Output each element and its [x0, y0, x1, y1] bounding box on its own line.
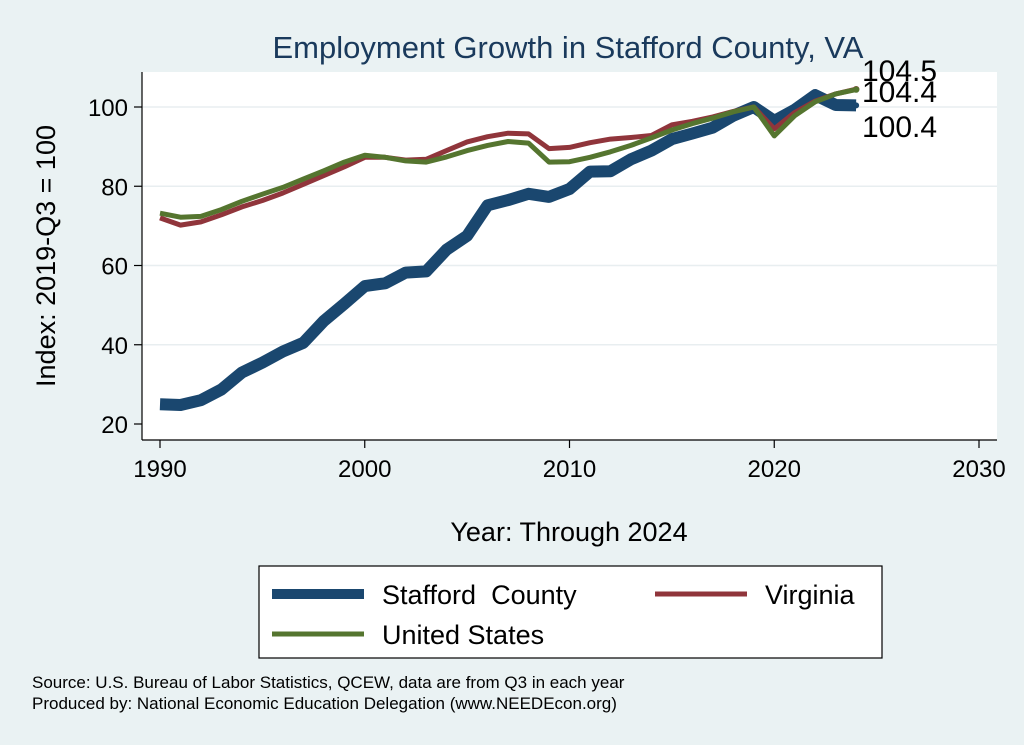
source-note: Source: U.S. Bureau of Labor Statistics,…	[32, 673, 625, 692]
x-tick-label: 2030	[952, 456, 1005, 483]
y-tick-label: 80	[101, 174, 128, 201]
series-end-point-2	[852, 86, 860, 93]
legend-label: Stafford County	[382, 580, 577, 610]
legend-label: Virginia	[765, 580, 856, 610]
legend: Stafford County Virginia United States	[258, 565, 883, 659]
x-tick-label: 2000	[338, 456, 391, 483]
y-tick-label: 20	[101, 412, 128, 439]
x-tick-label: 2010	[543, 456, 596, 483]
axis-ticks: 20 40 60 80 100 1990 2000 2010 2020 2030	[88, 95, 1006, 483]
end-value-label: 104.5	[862, 55, 937, 88]
end-value-label: 100.4	[862, 111, 937, 144]
legend-box	[258, 565, 883, 659]
x-tick-label: 1990	[133, 456, 186, 483]
x-tick-label: 2020	[748, 456, 801, 483]
y-axis-label: Index: 2019-Q3 = 100	[31, 125, 61, 387]
x-axis-label: Year: Through 2024	[450, 517, 687, 547]
producer-note: Produced by: National Economic Education…	[32, 694, 617, 713]
plot-area	[142, 72, 997, 440]
series-end-point-0	[853, 102, 860, 109]
legend-label: United States	[382, 620, 544, 650]
chart-title: Employment Growth in Stafford County, VA	[273, 30, 864, 65]
series-lines	[159, 85, 860, 411]
y-tick-label: 40	[101, 333, 128, 360]
series-line-0	[159, 89, 857, 411]
end-value-label: 104.4	[862, 76, 937, 109]
y-tick-label: 100	[88, 95, 128, 122]
series-line-2	[159, 87, 857, 220]
y-tick-label: 60	[101, 254, 128, 281]
